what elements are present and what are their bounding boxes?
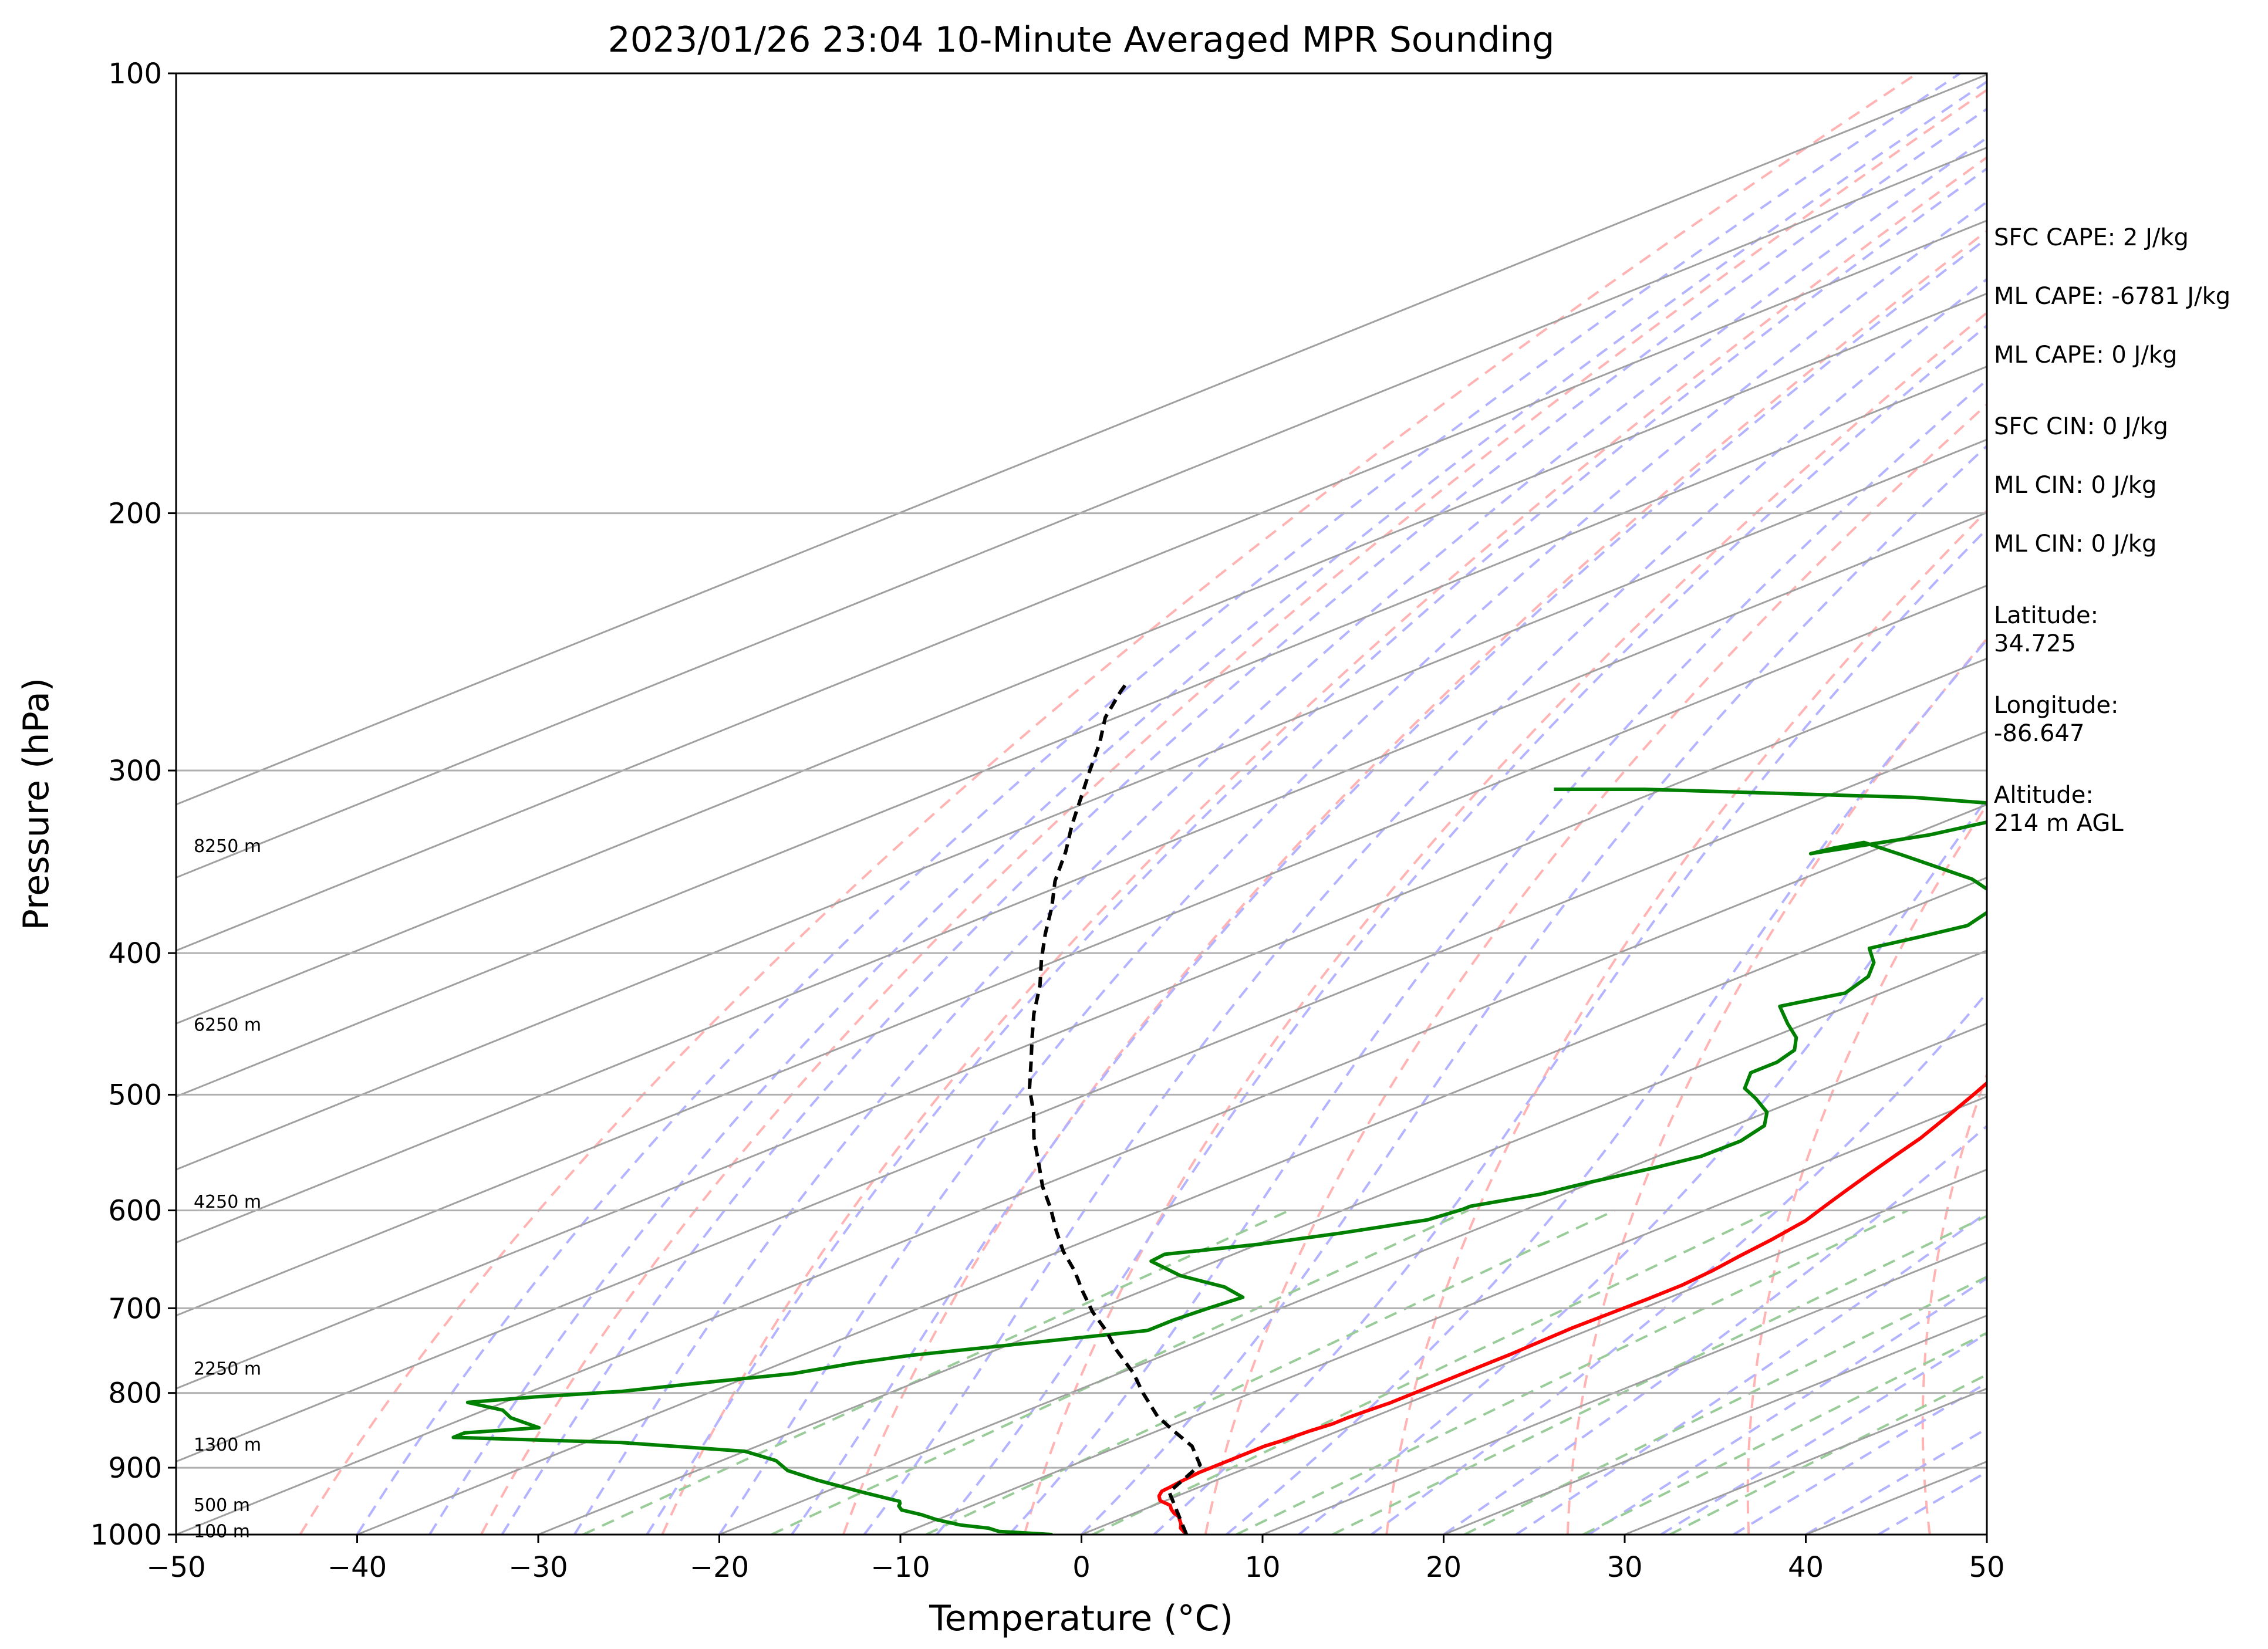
temperature-line xyxy=(1157,1080,1987,1535)
moist-adiabat xyxy=(1081,444,1987,1535)
info-altitude-value: 214 m AGL xyxy=(1994,810,2124,837)
info-ml-cape-2: ML CAPE: 0 J/kg xyxy=(1994,342,2177,369)
x-tick-label: −10 xyxy=(870,1551,930,1584)
x-tick-label: 40 xyxy=(1788,1551,1824,1584)
isotherm xyxy=(1081,1168,1987,1535)
moist-adiabat xyxy=(1733,1381,1987,1535)
moist-adiabat xyxy=(936,324,1987,1535)
mixing-ratio-line xyxy=(925,1209,1615,1535)
isotherm xyxy=(176,511,1987,1244)
moist-adiabat xyxy=(501,107,1987,1535)
y-axis-ticks: 100 200 300 400 500 600 700 800 900 1000 xyxy=(90,58,176,1552)
isotherm xyxy=(356,876,1987,1535)
x-tick-label: −20 xyxy=(690,1551,749,1584)
x-axis-label: Temperature (°C) xyxy=(929,1598,1233,1639)
dry-adiabat xyxy=(1921,1071,1987,1535)
info-longitude-label: Longitude: xyxy=(1994,692,2118,719)
x-axis-ticks: −50 −40 −30 −20 −10 0 10 20 30 40 50 xyxy=(146,1535,2005,1584)
y-tick-label: 800 xyxy=(108,1377,162,1410)
info-panel: SFC CAPE: 2 J/kg ML CAPE: -6781 J/kg ML … xyxy=(1994,224,2230,837)
x-tick-label: 0 xyxy=(1072,1551,1091,1584)
height-label: 8250 m xyxy=(194,836,261,857)
dry-adiabat xyxy=(299,73,1918,1535)
isotherm xyxy=(718,1022,1987,1535)
info-latitude-label: Latitude: xyxy=(1994,602,2098,629)
dry-adiabat xyxy=(480,88,1987,1535)
height-label: 2250 m xyxy=(194,1359,261,1379)
y-tick-label: 300 xyxy=(108,755,162,788)
height-label: 6250 m xyxy=(194,1015,261,1036)
dry-adiabat xyxy=(1566,637,1987,1535)
isotherm xyxy=(176,73,1987,806)
y-tick-label: 600 xyxy=(108,1195,162,1228)
isotherm xyxy=(538,949,1987,1535)
x-tick-label: 10 xyxy=(1244,1551,1280,1584)
moist-adiabat xyxy=(1008,379,1987,1535)
dry-adiabat xyxy=(1023,311,1987,1535)
y-axis-label: Pressure (hPa) xyxy=(16,678,57,930)
moist-adiabat xyxy=(1153,527,1987,1535)
moist-adiabat xyxy=(646,167,1987,1535)
info-ml-cin-2: ML CIN: 0 J/kg xyxy=(1994,530,2156,557)
moist-adiabat xyxy=(863,278,1987,1535)
height-labels: 8250 m 6250 m 4250 m 2250 m 1300 m 500 m 100 m xyxy=(194,836,261,1542)
y-tick-label: 400 xyxy=(108,937,162,970)
x-tick-label: 30 xyxy=(1607,1551,1642,1584)
height-label: 1300 m xyxy=(194,1435,261,1455)
chart-title: 2023/01/26 23:04 10-Minute Averaged MPR … xyxy=(608,19,1555,60)
dewpoint-line xyxy=(451,788,1987,1535)
dry-adiabat xyxy=(1204,403,1987,1535)
isotherm xyxy=(1262,1241,1987,1535)
height-label: 100 m xyxy=(194,1522,250,1542)
info-ml-cin-1: ML CIN: 0 J/kg xyxy=(1994,472,2156,499)
isotherm xyxy=(176,366,1987,1098)
moist-adiabat xyxy=(1370,991,1987,1535)
dry-adiabat xyxy=(661,156,1987,1535)
x-tick-label: 20 xyxy=(1426,1551,1462,1584)
info-sfc-cin: SFC CIN: 0 J/kg xyxy=(1994,413,2168,440)
moist-adiabat xyxy=(1660,1332,1987,1535)
isotherm xyxy=(176,803,1987,1535)
height-label: 500 m xyxy=(194,1495,250,1516)
info-altitude-label: Altitude: xyxy=(1994,782,2094,809)
y-tick-label: 900 xyxy=(108,1452,162,1485)
dry-adiabat xyxy=(1746,803,1987,1535)
x-tick-label: 50 xyxy=(1969,1551,2004,1584)
info-longitude-value: -86.647 xyxy=(1994,720,2084,747)
info-ml-cape-1: ML CAPE: -6781 J/kg xyxy=(1994,283,2230,310)
info-sfc-cape: SFC CAPE: 2 J/kg xyxy=(1994,224,2189,251)
sounding-series xyxy=(451,683,1987,1535)
mixing-ratio-line xyxy=(1669,1373,1987,1535)
info-latitude-value: 34.725 xyxy=(1994,630,2076,657)
x-tick-label: −50 xyxy=(146,1551,205,1584)
isotherm xyxy=(176,657,1987,1390)
moist-adiabat xyxy=(356,73,1961,1535)
isotherm xyxy=(176,146,1987,879)
moist-adiabat xyxy=(791,236,1987,1535)
x-tick-label: −30 xyxy=(508,1551,568,1584)
y-tick-label: 500 xyxy=(108,1079,162,1111)
moist-adiabat xyxy=(1226,638,1987,1535)
x-tick-label: −40 xyxy=(328,1551,387,1584)
height-label: 4250 m xyxy=(194,1192,261,1212)
moist-adiabat xyxy=(1588,1276,1987,1535)
isotherm xyxy=(176,584,1987,1317)
moist-adiabat xyxy=(428,80,1987,1535)
isotherm xyxy=(176,438,1987,1171)
isotherm xyxy=(900,1096,1987,1535)
parcel-line xyxy=(1028,683,1202,1535)
y-tick-label: 100 xyxy=(108,58,162,90)
isotherm xyxy=(176,219,1987,952)
moist-adiabat xyxy=(718,200,1987,1535)
moist-adiabat xyxy=(1443,1124,1987,1535)
y-tick-label: 700 xyxy=(108,1292,162,1325)
isotherm xyxy=(176,731,1987,1463)
y-tick-label: 200 xyxy=(108,498,162,530)
background-lines xyxy=(176,73,1987,1535)
y-tick-label: 1000 xyxy=(90,1519,162,1552)
isotherm xyxy=(176,292,1987,1025)
